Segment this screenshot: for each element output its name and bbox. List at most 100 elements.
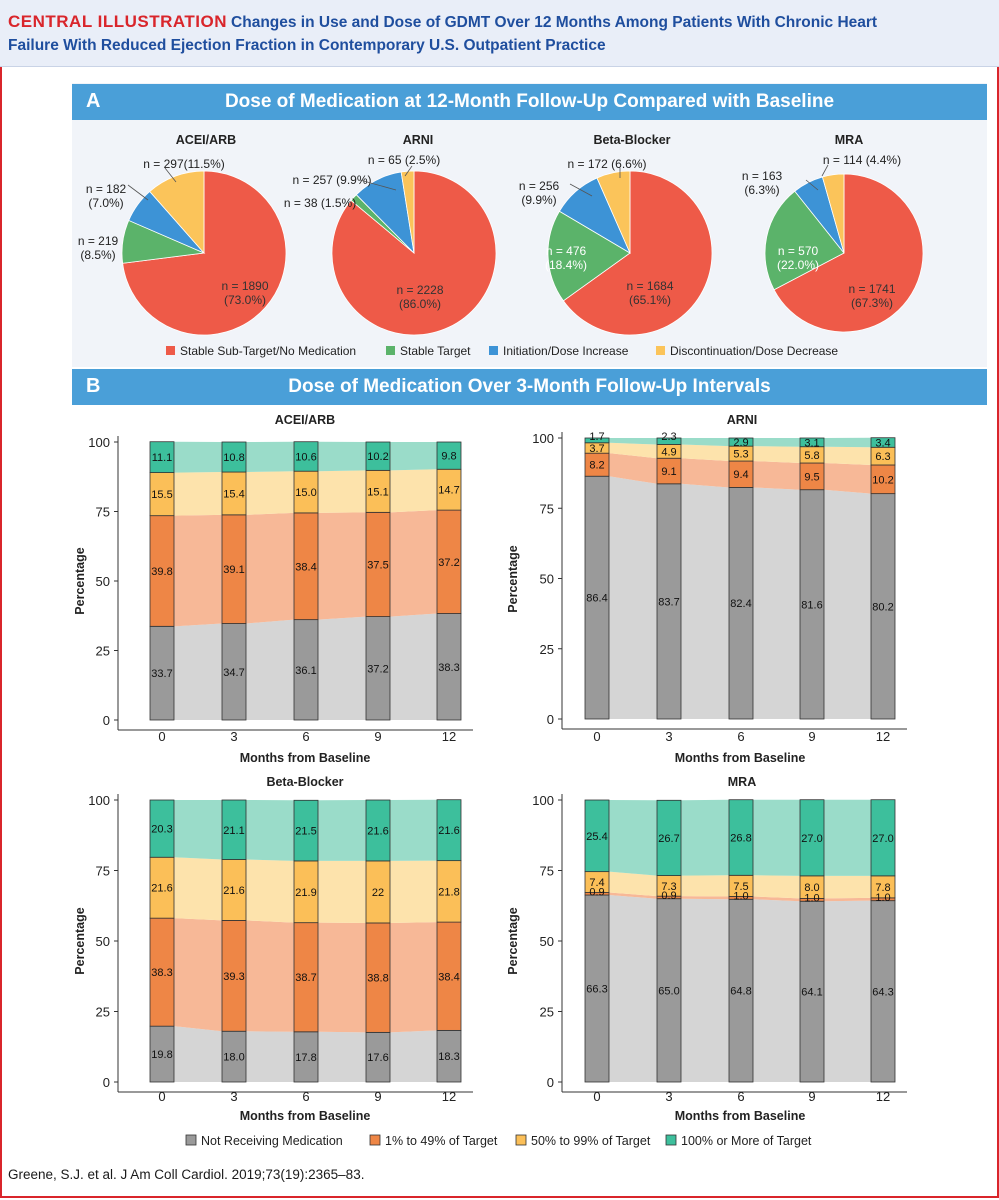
flow-band [174, 800, 222, 860]
bar-value-label: 15.1 [367, 486, 388, 498]
x-tick-label: 0 [158, 729, 165, 744]
bar-value-label: 26.8 [730, 833, 751, 845]
bar-segment [656, 457, 682, 485]
y-tick-label: 100 [532, 431, 554, 446]
x-axis-title: Months from Baseline [675, 1109, 806, 1123]
bar-value-label: 9.4 [733, 469, 748, 481]
leader-line [127, 184, 149, 201]
bar-value-label: 27.0 [801, 833, 822, 845]
leader-line [404, 165, 413, 177]
flow-band [753, 446, 800, 464]
bar-value-label: 1.0 [875, 892, 890, 904]
pie-label: (7.0%) [88, 196, 123, 210]
bar-value-label: 37.2 [367, 663, 388, 675]
bar-segment [584, 475, 610, 720]
bar-value-label: 5.3 [733, 449, 748, 461]
flow-band [609, 438, 657, 445]
flow-band [318, 512, 366, 620]
bar-value-label: 38.4 [295, 561, 316, 573]
bar-value-label: 1.0 [733, 890, 748, 902]
pie-label: n = 1741 [848, 282, 895, 296]
bar-value-label: 17.6 [367, 1052, 388, 1064]
pie-label: n = 476 [546, 244, 587, 258]
bar-segment [870, 493, 896, 720]
bar-value-label: 38.3 [151, 967, 172, 979]
pie-label: n = 38 (1.5%) [284, 196, 356, 210]
bar-segment [870, 900, 896, 1083]
bar-value-label: 10.2 [367, 451, 388, 463]
flow-band [609, 892, 657, 899]
bar-segment [799, 462, 825, 491]
pie-title: Beta-Blocker [593, 133, 670, 147]
x-tick-label: 6 [302, 729, 309, 744]
bar-value-label: 8.2 [589, 460, 604, 472]
bar-value-label: 9.1 [661, 466, 676, 478]
bar-segment [656, 898, 682, 1083]
x-axis-title: Months from Baseline [675, 751, 806, 765]
bar-value-label: 64.8 [730, 986, 751, 998]
flow-band [318, 1031, 366, 1082]
leader-line [805, 179, 819, 191]
bar-value-label: 21.6 [438, 825, 459, 837]
bar-value-label: 21.9 [295, 887, 316, 899]
bar-value-label: 65.0 [658, 985, 679, 997]
bar-value-label: 34.7 [223, 667, 244, 679]
bar-segment [149, 441, 175, 473]
bar-chart-title: MRA [728, 775, 756, 789]
bar-segment [293, 619, 319, 721]
x-tick-label: 3 [230, 1089, 237, 1104]
bar-value-label: 8.0 [804, 882, 819, 894]
header-title-line2: Failure With Reduced Ejection Fraction i… [8, 37, 606, 54]
x-tick-label: 9 [374, 1089, 381, 1104]
y-tick-label: 50 [540, 934, 554, 949]
bar-segment [221, 859, 247, 921]
pie-slice [547, 210, 631, 302]
flow-band [174, 918, 222, 1032]
bar-value-label: 7.3 [661, 881, 676, 893]
y-tick-label: 0 [103, 1075, 110, 1090]
legend-a-label: Discontinuation/Dose Decrease [670, 344, 838, 358]
y-tick-label: 75 [540, 501, 554, 516]
bar-value-label: 15.0 [295, 487, 316, 499]
bar-value-label: 11.1 [152, 452, 173, 464]
flow-band [174, 1026, 222, 1082]
x-tick-label: 3 [230, 729, 237, 744]
header: CENTRAL ILLUSTRATION Changes in Use and D… [0, 0, 999, 67]
legend-b-label: 1% to 49% of Target [385, 1134, 498, 1148]
flow-band [246, 619, 294, 720]
legend-a-swatch [166, 346, 175, 355]
flow-band [390, 613, 437, 720]
pie-label: n = 1684 [626, 279, 673, 293]
bar-segment [149, 917, 175, 1027]
legend-a-swatch [656, 346, 665, 355]
bar-value-label: 18.3 [438, 1051, 459, 1063]
legend-a-label: Initiation/Dose Increase [503, 344, 629, 358]
x-axis-title: Months from Baseline [240, 1109, 371, 1123]
bar-value-label: 2.3 [661, 431, 676, 443]
pie-title: MRA [835, 133, 863, 147]
legend-a-label: Stable Target [400, 344, 471, 358]
bar-value-label: 38.7 [295, 972, 316, 984]
flow-band [609, 442, 657, 459]
panel-b-letter: B [86, 375, 101, 397]
bar-segment [149, 856, 175, 919]
y-tick-label: 75 [96, 505, 110, 520]
bar-segment [365, 799, 391, 862]
panel-a-letter: A [86, 90, 101, 112]
legend-a-label: Stable Sub-Target/No Medication [180, 344, 356, 358]
bar-value-label: 21.8 [438, 886, 459, 898]
bar-segment [436, 468, 462, 511]
bar-segment [221, 623, 247, 721]
central-illustration-tag: CENTRAL ILLUSTRATION [8, 12, 228, 31]
bar-value-label: 64.1 [801, 987, 822, 999]
panel-a-band: A Dose of Medication at 12-Month Follow-… [72, 84, 987, 120]
leader-line [821, 164, 829, 177]
bar-chart-title: ACEI/ARB [275, 413, 335, 427]
bar-segment [799, 489, 825, 720]
flow-band [681, 458, 729, 488]
flow-band [824, 489, 871, 719]
leader-line [569, 183, 593, 197]
bar-value-label: 81.6 [801, 599, 822, 611]
flow-band [609, 895, 657, 1082]
bar-segment [436, 509, 462, 614]
